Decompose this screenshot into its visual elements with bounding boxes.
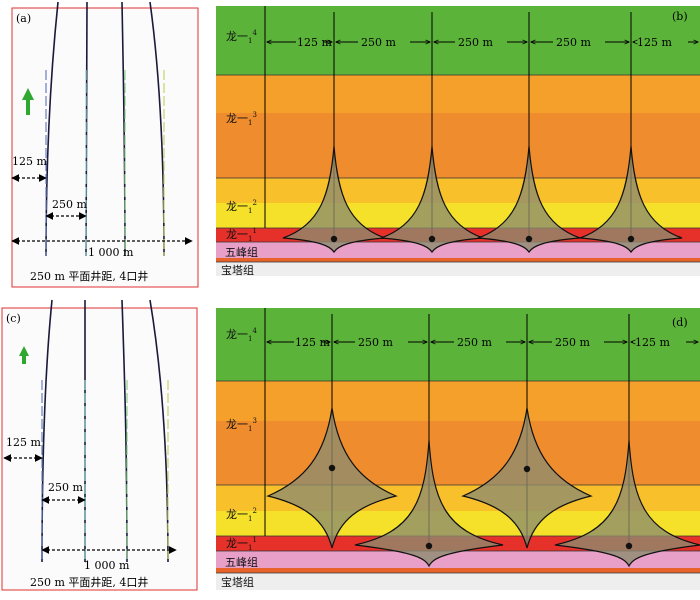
wellbore-4: [627, 235, 635, 243]
wellbore-2: [425, 542, 433, 550]
dim-label-250: 250 m: [52, 198, 87, 211]
fracture-well-3: [461, 407, 593, 549]
dim-label-1000: 1 000 m: [84, 559, 130, 572]
panel-d-spacing-labels: 125 m 250 m 250 m 250 m 125 m: [295, 336, 670, 349]
panel-b-tag: (b): [672, 10, 688, 23]
dim-label-125: 125 m: [6, 436, 41, 449]
fracture-well-2: [354, 439, 504, 568]
layer-label-long1-2: 龙一12: [226, 199, 257, 215]
panel-b-fractures: [282, 145, 683, 254]
layer-long1-2-upper: [216, 178, 700, 203]
dim-label-250: 250 m: [48, 481, 83, 494]
panel-c-caption: 250 m 平面井距, 4口井: [30, 575, 148, 589]
spacing-label-5: 125 m: [635, 336, 670, 349]
wellbore-1: [328, 464, 336, 472]
layer-label-long1-4: 龙一14: [226, 29, 257, 45]
layer-wufeng: [216, 551, 700, 568]
layer-label-wufeng: 五峰组: [225, 555, 258, 569]
dim-label-1000: 1 000 m: [88, 246, 134, 259]
panel-d-fractures: [266, 407, 700, 568]
spacing-label-5: 125 m: [637, 36, 672, 49]
layer-wufeng-base: [216, 258, 700, 262]
panel-d-layer-labels: 龙一14 龙一13 龙一12 龙一11 五峰组 宝塔组: [221, 327, 258, 589]
panel-a-caption: 250 m 平面井距, 4口井: [30, 269, 148, 283]
panel-b: 125 m 250 m 250 m 250 m 125 m 龙一14 龙一13 …: [216, 6, 700, 277]
spacing-label-3: 250 m: [458, 36, 493, 49]
layer-label-wufeng: 五峰组: [225, 245, 258, 259]
layer-long1-3-upper: [216, 75, 700, 113]
layer-label-long1-1: 龙一11: [226, 227, 257, 243]
layer-long1-4: [216, 6, 700, 75]
layer-label-long1-3: 龙一13: [226, 111, 257, 127]
layer-label-long1-3: 龙一13: [226, 417, 257, 433]
panel-b-layer-labels: 龙一14 龙一13 龙一12 龙一11 五峰组 宝塔组: [221, 29, 258, 277]
spacing-label-2: 250 m: [358, 336, 393, 349]
wellbore-2: [428, 235, 436, 243]
north-arrow-icon: [22, 88, 34, 115]
layer-baota: [216, 262, 700, 276]
panel-c-tag: (c): [6, 312, 21, 325]
wellbore-3: [525, 235, 533, 243]
panel-b-spacing-labels: 125 m 250 m 250 m 250 m 125 m: [297, 36, 672, 49]
spacing-label-4: 250 m: [556, 36, 591, 49]
panel-a: (a) 125 m 250 m 1 000 m 250 m 平面井距, 4口井: [11, 1, 199, 288]
layer-long1-3: [216, 113, 700, 178]
panel-a-tag: (a): [16, 12, 31, 25]
panel-d-tag: (d): [672, 316, 688, 329]
spacing-label-1: 125 m: [297, 36, 332, 49]
fracture-well-3: [477, 145, 581, 254]
layer-long1-3: [216, 421, 700, 485]
layer-label-long1-2: 龙一12: [226, 507, 257, 523]
fracture-well-4: [554, 439, 700, 568]
fracture-well-1: [282, 145, 386, 254]
spacing-label-2: 250 m: [361, 36, 396, 49]
fracture-well-4: [579, 145, 683, 254]
fracture-well-2: [380, 145, 484, 254]
layer-label-long1-4: 龙一14: [226, 327, 257, 343]
panel-d: 125 m 250 m 250 m 250 m 125 m 龙一14 龙一13 …: [216, 308, 700, 590]
wellbore-1: [330, 235, 338, 243]
dim-label-125: 125 m: [12, 155, 47, 168]
panel-c: (c) 125 m 250 m 1 000 m 250 m 平面井距, 4口井: [1, 299, 198, 591]
panel-d-wellbores: [328, 464, 633, 550]
wellbore-4: [625, 542, 633, 550]
fracture-well-1: [266, 407, 398, 549]
layer-baota: [216, 573, 700, 590]
layer-long1-3-upper: [216, 381, 700, 421]
layer-label-baota: 宝塔组: [221, 263, 254, 277]
panel-b-wellbores: [330, 235, 635, 243]
layer-long1-4: [216, 308, 700, 381]
spacing-label-1: 125 m: [295, 336, 330, 349]
spacing-label-4: 250 m: [555, 336, 590, 349]
spacing-label-3: 250 m: [457, 336, 492, 349]
north-arrow-icon: [19, 346, 29, 364]
wellbore-3: [523, 465, 531, 473]
panel-c-wells: [41, 299, 169, 563]
layer-wufeng-base: [216, 568, 700, 573]
layer-label-baota: 宝塔组: [221, 575, 254, 589]
layer-label-long1-1: 龙一11: [226, 536, 257, 552]
